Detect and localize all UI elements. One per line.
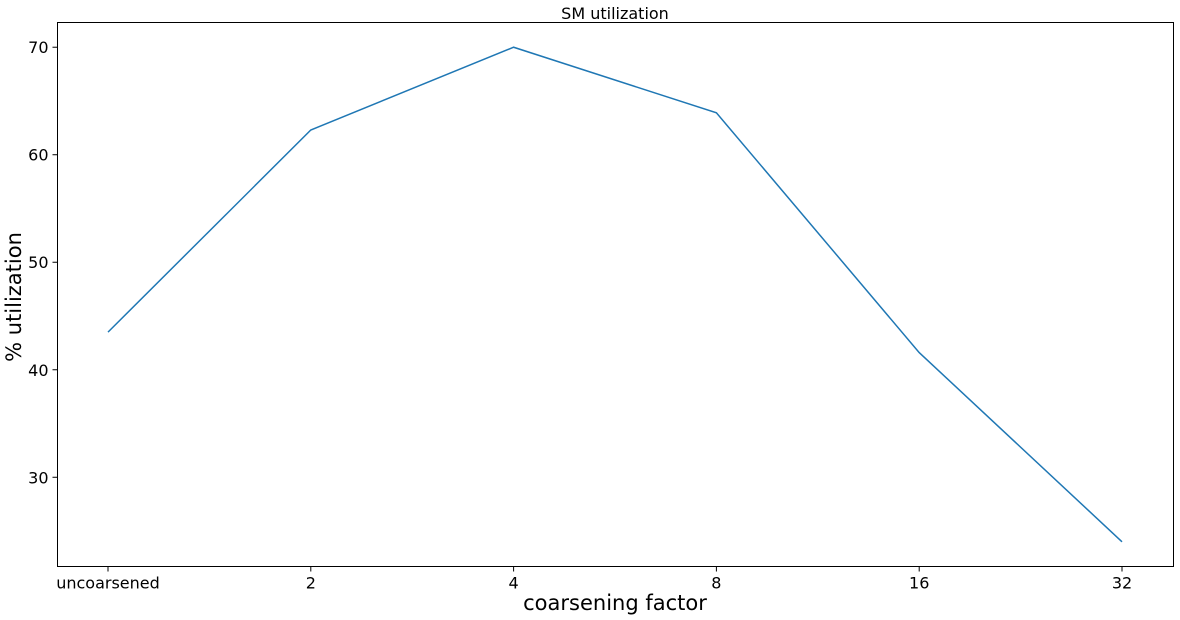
y-tick-label: 50 (28, 253, 48, 272)
x-tick-label: 8 (711, 574, 721, 593)
x-tick-label: 2 (306, 574, 316, 593)
x-axis: uncoarsened 2 4 8 16 32 (56, 566, 1132, 593)
y-tick-label: 30 (28, 468, 48, 487)
x-tick-label: 4 (509, 574, 519, 593)
x-axis-label: coarsening factor (523, 591, 707, 615)
chart-title: SM utilization (561, 4, 669, 23)
y-axis: 30 40 50 60 70 (28, 38, 58, 487)
series-group (107, 46, 1123, 543)
series-line (107, 46, 1123, 543)
y-tick-label: 40 (28, 361, 48, 380)
y-axis-label: % utilization (2, 232, 26, 362)
y-tick-label: 60 (28, 146, 48, 165)
x-tick-label: 16 (909, 574, 929, 593)
x-tick-label: 32 (1112, 574, 1132, 593)
y-tick-label: 70 (28, 38, 48, 57)
plot-frame (57, 22, 1174, 567)
x-tick-label: uncoarsened (56, 574, 160, 593)
